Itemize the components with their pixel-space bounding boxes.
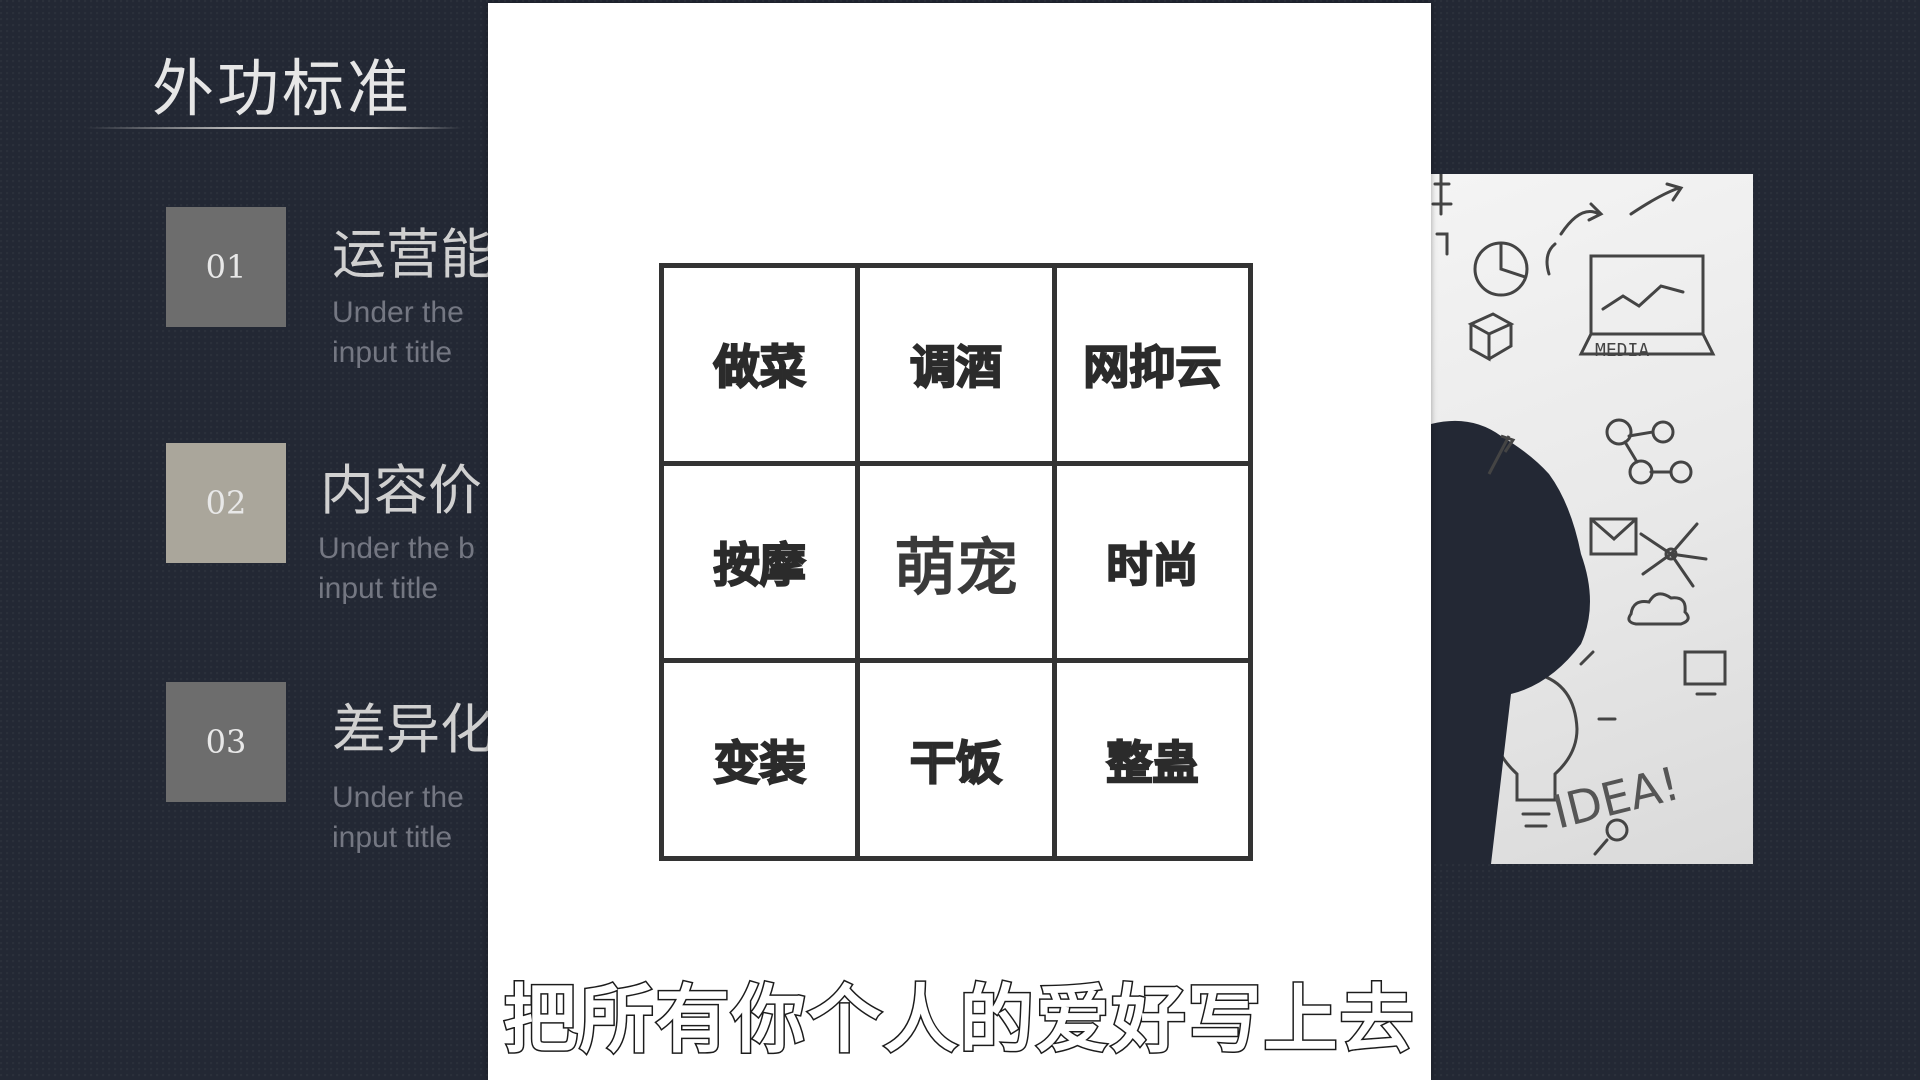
item-number-badge-03: 03 xyxy=(166,682,286,802)
envelope-doodle-icon xyxy=(1589,517,1638,556)
slide-title: 外功标准 xyxy=(152,52,413,125)
monitor-doodle-icon xyxy=(1683,650,1727,686)
item-subtitle-01-line2: input title xyxy=(332,336,453,369)
item-number-badge-02: 02 xyxy=(166,443,286,563)
item-title-03: 差异化 xyxy=(332,698,494,761)
grid-cell: 时尚 xyxy=(1056,465,1248,659)
media-doodle-label: MEDIA xyxy=(1595,340,1649,361)
cloud-doodle-icon xyxy=(1627,592,1690,626)
item-number-badge-01: 01 xyxy=(166,207,286,327)
grid-cell: 变装 xyxy=(664,663,856,856)
item-title-01: 运营能 xyxy=(332,223,494,286)
item-title-02: 内容价 xyxy=(320,459,482,522)
item-subtitle-02-line1: Under the b xyxy=(318,532,475,565)
grid-cell: 干饭 xyxy=(860,663,1052,856)
item-subtitle-03-line1: Under the xyxy=(332,781,464,814)
doodle-illustration: MEDIA IDEA! xyxy=(1431,174,1753,864)
grid-cell: 做菜 xyxy=(664,268,856,461)
grid-cell: 整蛊 xyxy=(1056,663,1248,856)
hobby-nine-grid: 做菜 调酒 网抑云 按摩 萌宠 时尚 变装 干饭 整蛊 xyxy=(659,263,1253,861)
grid-cell: 网抑云 xyxy=(1056,268,1248,461)
title-divider xyxy=(86,127,462,129)
doodle-sketch-graphic: MEDIA IDEA! xyxy=(1431,174,1727,864)
grid-cell: 按摩 xyxy=(664,465,856,659)
video-caption: 把所有你个人的爱好写上去 xyxy=(502,976,1416,1065)
network-doodle-icon xyxy=(1639,522,1708,588)
grid-center-cell: 萌宠 xyxy=(860,465,1052,659)
laptop-doodle-icon xyxy=(1589,254,1705,336)
item-subtitle-01-line1: Under the xyxy=(332,296,464,329)
cube-doodle-icon xyxy=(1467,312,1515,362)
item-subtitle-03-line2: input title xyxy=(332,821,453,854)
grid-cell: 调酒 xyxy=(860,268,1052,461)
idea-doodle-label: IDEA! xyxy=(1548,756,1685,839)
item-subtitle-02-line2: input title xyxy=(318,572,439,605)
hand-silhouette xyxy=(1431,420,1590,864)
